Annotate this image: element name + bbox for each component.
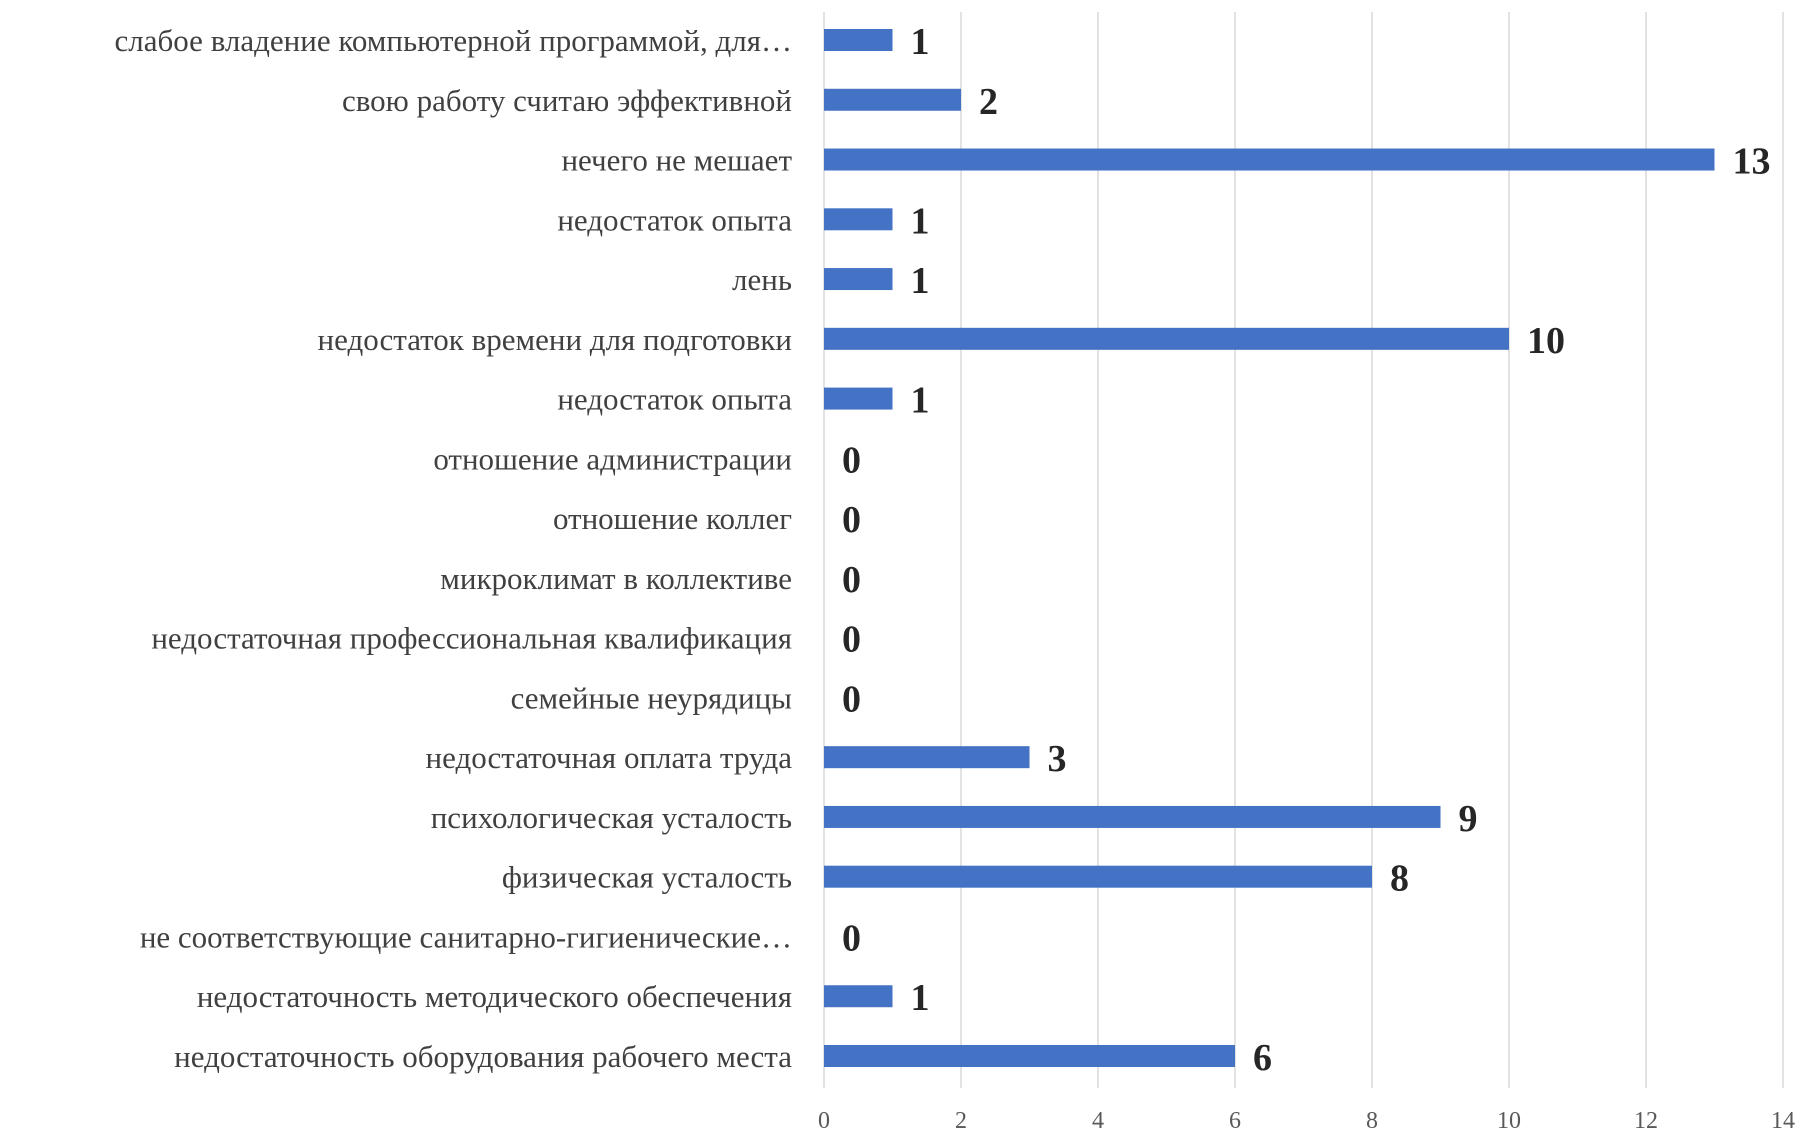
value-label: 2 (979, 81, 998, 123)
bar (824, 268, 893, 291)
x-tick-label: 10 (1497, 1108, 1521, 1134)
x-tick-label: 14 (1771, 1108, 1795, 1134)
value-label: 0 (842, 917, 861, 959)
value-label: 0 (842, 619, 861, 661)
category-label: микроклимат в коллективе (440, 561, 792, 596)
category-label: недостаток опыта (557, 202, 792, 237)
category-label: физическая усталость (502, 860, 792, 895)
value-label: 0 (842, 439, 861, 481)
x-tick-label: 0 (818, 1108, 830, 1134)
category-label: отношение администрации (433, 441, 792, 476)
value-label: 9 (1459, 798, 1478, 840)
category-label: недостаточность методического обеспечени… (197, 979, 792, 1014)
bar (824, 985, 893, 1008)
category-label: не соответствующие санитарно-гигиеническ… (140, 919, 792, 954)
value-label: 6 (1253, 1037, 1272, 1079)
bar (824, 327, 1509, 350)
value-label: 0 (842, 559, 861, 601)
x-tick-label: 12 (1634, 1108, 1658, 1134)
category-label: слабое владение компьютерной программой,… (115, 23, 792, 58)
category-label: недостаточная оплата труда (426, 740, 793, 775)
bar (824, 29, 893, 51)
bar (824, 1045, 1235, 1067)
x-tick-label: 8 (1366, 1108, 1378, 1134)
x-tick-label: 6 (1229, 1108, 1241, 1134)
category-label: недостаток времени для подготовки (318, 322, 792, 357)
value-label: 10 (1527, 320, 1565, 362)
x-axis-tick-labels: 0 2 4 6 8 10 12 14 (818, 1108, 1795, 1134)
value-label: 0 (842, 678, 861, 720)
value-label: 1 (911, 200, 930, 242)
value-label: 13 (1733, 141, 1771, 183)
bar (824, 865, 1372, 888)
category-label: недостаточная профессиональная квалифика… (151, 621, 792, 656)
bar (824, 387, 893, 410)
category-label: нечего не мешает (561, 143, 792, 178)
bar (824, 148, 1715, 171)
value-label: 1 (911, 21, 930, 63)
value-label: 8 (1390, 858, 1409, 900)
value-label: 3 (1048, 738, 1067, 780)
x-tick-label: 4 (1092, 1108, 1104, 1134)
category-label: недостаток опыта (557, 382, 792, 417)
bar (824, 805, 1441, 828)
bar (824, 208, 893, 231)
bars (824, 29, 1715, 1067)
bar (824, 88, 961, 111)
bar (824, 746, 1030, 769)
category-label: семейные неурядицы (511, 680, 793, 715)
gridlines (823, 12, 1784, 1088)
category-label: недостаточность оборудования рабочего ме… (174, 1039, 792, 1074)
value-label: 1 (911, 380, 930, 422)
category-labels: слабое владение компьютерной программой,… (115, 23, 793, 1074)
category-label: свою работу считаю эффективной (342, 83, 792, 118)
category-label: отношение коллег (553, 501, 792, 536)
value-label: 0 (842, 499, 861, 541)
value-label: 1 (911, 260, 930, 302)
value-label: 1 (911, 977, 930, 1019)
category-label: психологическая усталость (431, 800, 792, 835)
x-tick-label: 2 (955, 1108, 967, 1134)
category-label: лень (732, 262, 792, 297)
